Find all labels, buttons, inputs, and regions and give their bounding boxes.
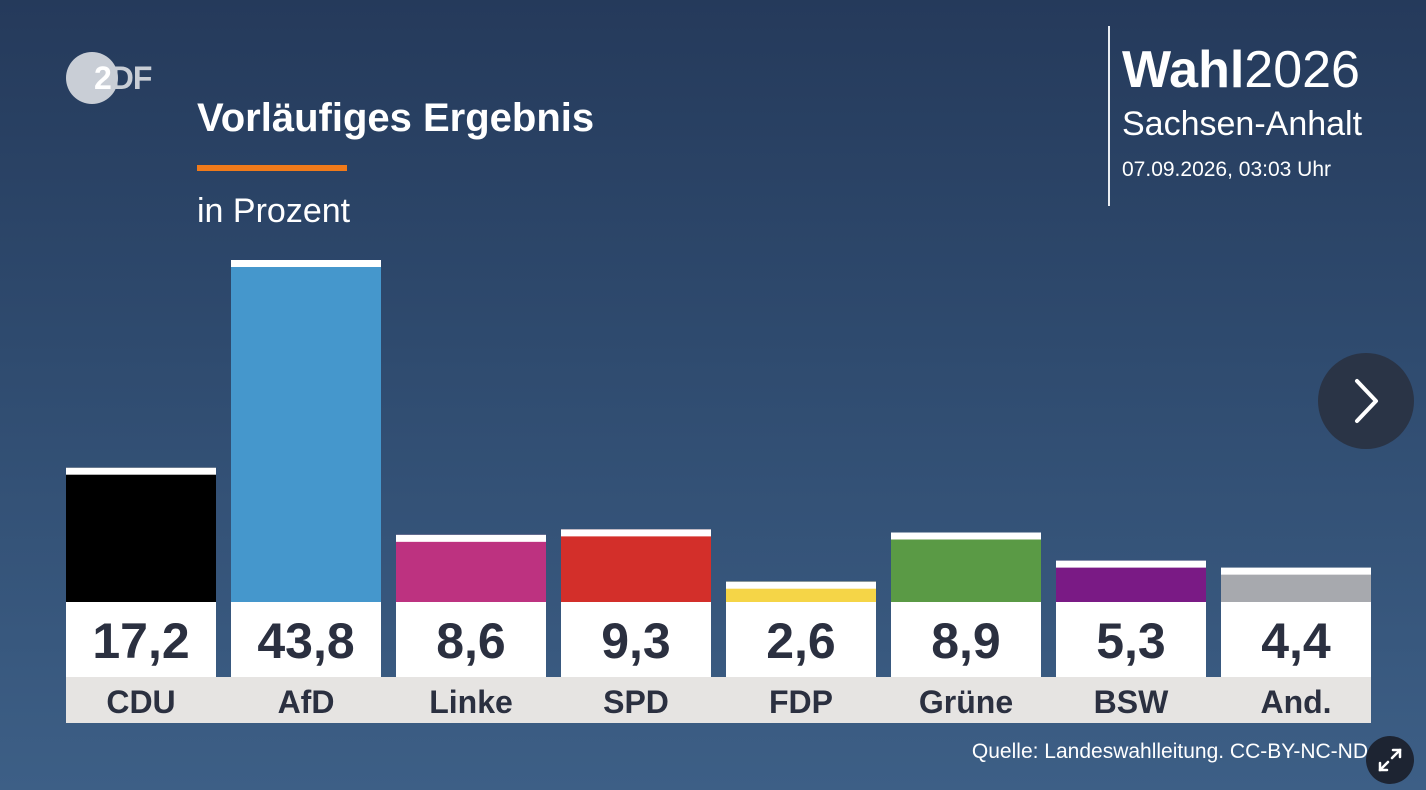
bar-spd — [561, 529, 711, 602]
data-label: 5,3 — [1096, 613, 1166, 669]
bar-cap — [561, 529, 711, 537]
value-box — [231, 602, 381, 677]
category-label: Linke — [429, 684, 513, 720]
zdf-logo-text: 2DF — [94, 60, 152, 96]
value-box — [1221, 602, 1371, 677]
category-label: CDU — [106, 684, 175, 720]
expand-icon — [1378, 748, 1402, 772]
value-box — [561, 602, 711, 677]
data-label: 9,3 — [601, 613, 671, 669]
party-label-strip — [66, 677, 1371, 723]
category-label: FDP — [769, 684, 833, 720]
value-box — [1056, 602, 1206, 677]
chevron-right-icon — [1355, 379, 1378, 423]
category-label: Grüne — [919, 684, 1013, 720]
data-label: 17,2 — [92, 613, 189, 669]
value-box — [726, 602, 876, 677]
value-box — [396, 602, 546, 677]
title-underline — [197, 165, 347, 171]
bar-cap — [726, 581, 876, 589]
bar-cap — [1056, 560, 1206, 568]
category-label: AfD — [278, 684, 335, 720]
election-brand: Wahl2026 Sachsen-Anhalt 07.09.2026, 03:0… — [1108, 26, 1362, 206]
value-box — [891, 602, 1041, 677]
data-label: 8,9 — [931, 613, 1001, 669]
brand-region: Sachsen-Anhalt — [1122, 105, 1363, 143]
zdf-logo: 2DF — [66, 52, 176, 104]
data-label: 8,6 — [436, 613, 506, 669]
brand-wordmark: Wahl2026 — [1122, 41, 1360, 99]
category-label: And. — [1260, 684, 1331, 720]
zdf-logo-circle — [66, 52, 118, 104]
data-label: 2,6 — [766, 613, 836, 669]
bar-linke — [396, 534, 546, 602]
data-label: 43,8 — [257, 613, 354, 669]
bar-cap — [66, 467, 216, 475]
bar-afd — [231, 260, 381, 602]
data-label: 4,4 — [1261, 613, 1331, 669]
category-label: BSW — [1094, 684, 1169, 720]
page-title: Vorläufiges Ergebnis — [197, 96, 595, 140]
bar-cap — [1221, 567, 1371, 575]
chart-subtitle: in Prozent — [197, 192, 351, 230]
brand-datetime: 07.09.2026, 03:03 Uhr — [1122, 158, 1331, 181]
next-button[interactable] — [1318, 353, 1414, 449]
bar-grne — [891, 532, 1041, 602]
bar-cap — [231, 260, 381, 267]
value-box — [66, 602, 216, 677]
source-credit: Quelle: Landeswahlleitung. CC-BY-NC-ND — [971, 740, 1368, 763]
bar-cdu — [66, 467, 216, 602]
bar-cap — [891, 532, 1041, 540]
bar-cap — [396, 534, 546, 542]
fullscreen-button[interactable] — [1366, 736, 1414, 784]
category-label: SPD — [603, 684, 669, 720]
